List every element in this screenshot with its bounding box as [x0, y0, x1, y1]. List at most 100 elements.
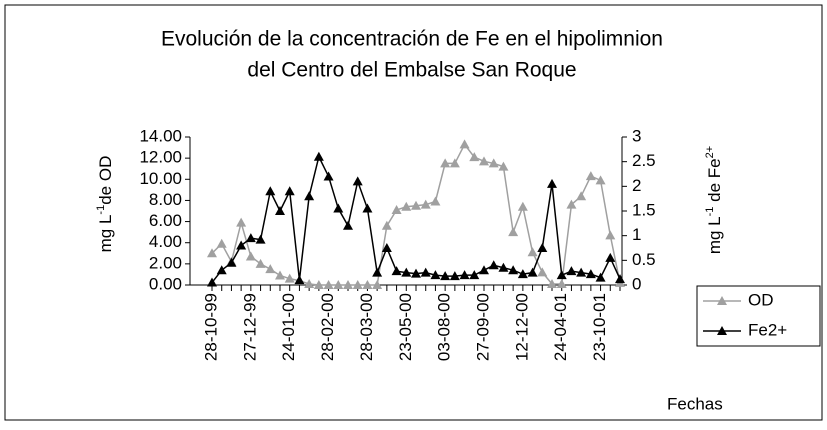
chart-title: del Centro del Embalse San Roque	[247, 59, 576, 82]
marker	[391, 204, 402, 214]
marker	[547, 178, 557, 188]
marker	[236, 217, 247, 227]
marker	[420, 199, 431, 209]
chart-title: Evolución de la concentración de Fe en e…	[161, 28, 663, 51]
x-tick-label: 24-04-01	[551, 293, 570, 361]
marker	[255, 258, 266, 268]
marker	[517, 201, 528, 211]
marker	[488, 260, 499, 270]
marker	[576, 191, 587, 201]
marker	[517, 269, 528, 279]
marker	[245, 233, 256, 243]
marker	[420, 267, 431, 277]
legend-label: OD	[748, 290, 774, 309]
marker	[372, 280, 383, 289]
legend-marker	[717, 296, 727, 305]
marker	[595, 272, 606, 282]
marker	[401, 267, 412, 277]
marker	[333, 280, 344, 289]
marker	[449, 271, 460, 281]
marker	[362, 280, 373, 289]
y-tick-label: 12.00	[139, 148, 182, 167]
y-tick-label: 6.00	[149, 211, 182, 230]
series-line	[211, 154, 621, 283]
marker	[556, 270, 567, 280]
y2-axis-label-part: de Fe	[705, 158, 724, 206]
marker	[527, 267, 538, 277]
marker	[440, 271, 451, 281]
y-tick-label: 14.00	[139, 126, 182, 145]
marker	[595, 175, 606, 185]
marker	[498, 161, 509, 171]
legend-marker	[717, 326, 727, 335]
marker	[255, 234, 266, 244]
marker	[479, 265, 489, 275]
x-tick-label: 12-12-00	[512, 293, 531, 361]
marker	[508, 227, 519, 237]
marker	[411, 268, 421, 278]
marker	[275, 206, 285, 215]
chart-border	[4, 4, 823, 421]
x-tick-label: 27-12-99	[240, 293, 259, 361]
marker	[566, 199, 577, 209]
marker	[401, 201, 412, 211]
marker	[284, 273, 295, 283]
x-tick-label: 03-08-00	[435, 293, 454, 361]
marker	[469, 270, 480, 280]
marker	[207, 248, 217, 258]
marker	[352, 280, 363, 289]
marker	[430, 196, 441, 206]
marker	[537, 267, 548, 277]
marker	[585, 171, 596, 181]
marker	[265, 264, 276, 274]
marker	[343, 280, 353, 289]
y2-tick-label: 2	[632, 176, 641, 195]
marker	[449, 158, 460, 168]
marker	[391, 266, 402, 276]
y-axis-label-part: -1	[95, 205, 107, 215]
marker	[216, 238, 227, 248]
marker	[362, 203, 373, 213]
marker	[372, 267, 383, 277]
marker	[352, 176, 363, 186]
marker	[585, 269, 596, 279]
marker	[323, 171, 334, 181]
marker	[323, 280, 334, 289]
marker	[556, 278, 567, 288]
y-axis-label-part: mg L	[96, 215, 115, 253]
marker	[304, 278, 315, 288]
marker	[469, 152, 480, 162]
y-axis-label-part: de OD	[96, 156, 115, 205]
marker	[566, 266, 577, 276]
marker	[284, 186, 295, 196]
x-tick-label: 24-01-00	[279, 293, 298, 361]
y2-axis-label: mg L-1 de Fe2+	[704, 146, 725, 254]
marker	[605, 252, 616, 262]
marker	[411, 200, 421, 210]
legend-label: Fe2+	[748, 320, 787, 339]
x-axis-label: Fechas	[667, 394, 723, 413]
marker	[615, 274, 625, 284]
marker	[508, 265, 519, 275]
marker	[547, 278, 557, 288]
marker	[236, 240, 247, 250]
marker	[226, 257, 237, 267]
x-tick-label: 28-10-99	[201, 293, 220, 361]
y-tick-label: 0.00	[149, 274, 182, 293]
y2-axis-label-part: -1	[704, 207, 716, 217]
marker	[381, 220, 392, 230]
marker	[265, 186, 276, 196]
y-tick-label: 4.00	[149, 232, 182, 251]
y-axis-label: mg L-1de OD	[95, 156, 116, 253]
marker	[440, 158, 451, 168]
marker	[275, 270, 285, 280]
marker	[343, 220, 353, 230]
marker	[207, 277, 217, 287]
marker	[459, 270, 470, 280]
x-tick-label: 27-09-00	[473, 293, 492, 361]
y2-tick-label: 3	[632, 126, 641, 145]
x-tick-label: 28-02-00	[318, 293, 337, 361]
marker	[576, 267, 587, 277]
y2-tick-label: 2.5	[632, 151, 656, 170]
